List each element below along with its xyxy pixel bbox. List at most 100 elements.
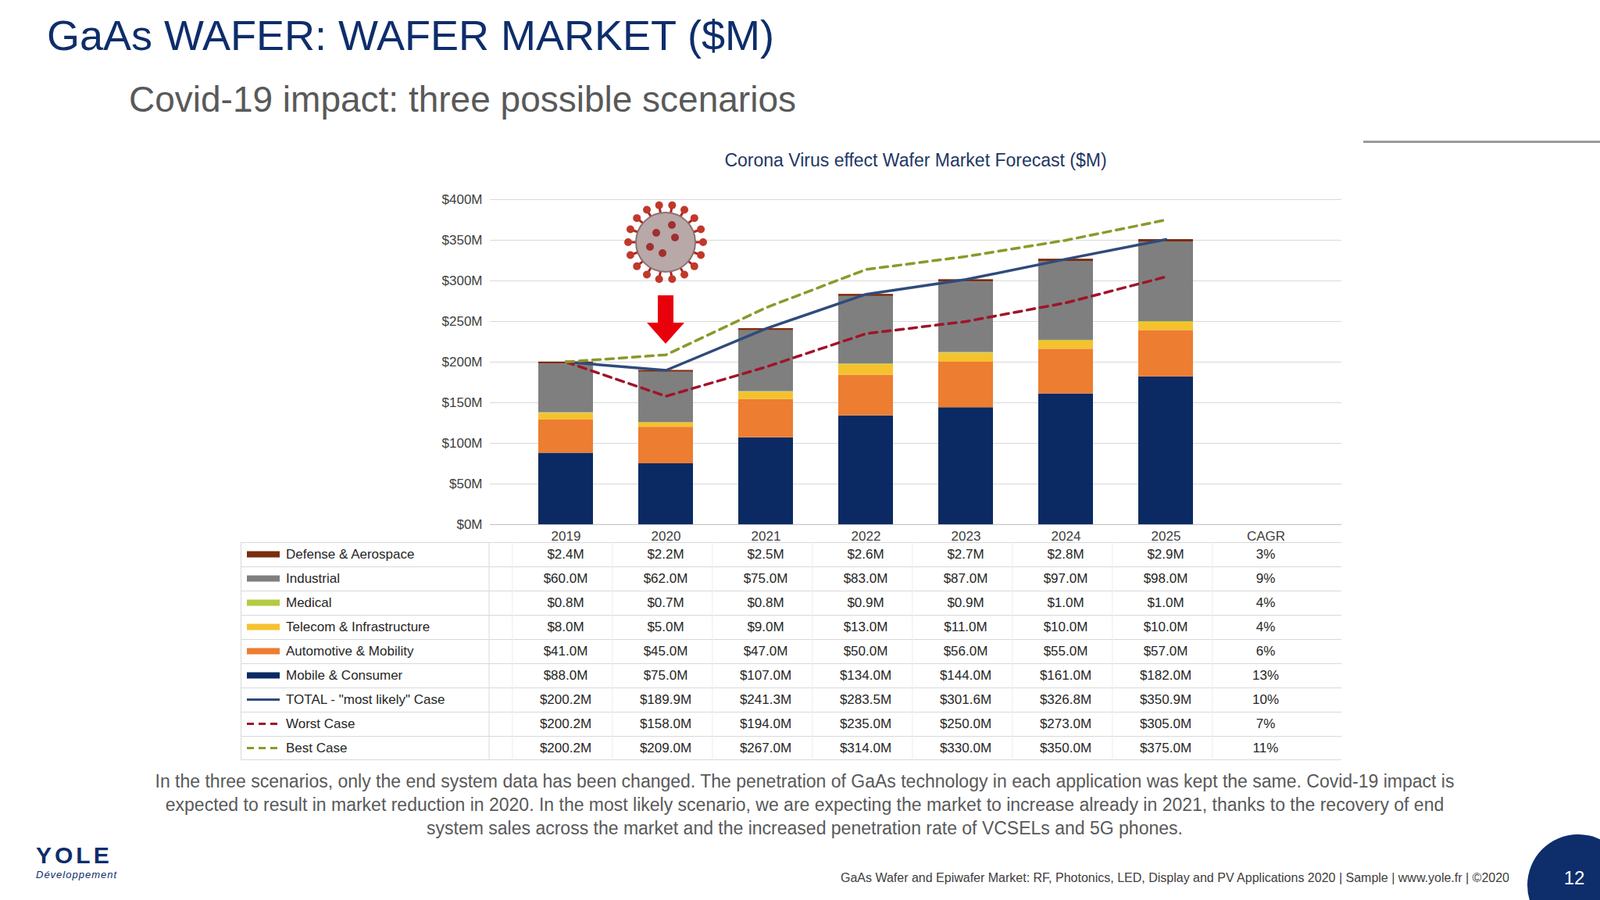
svg-text:$0.9M: $0.9M xyxy=(846,595,884,611)
svg-text:CAGR: CAGR xyxy=(1246,528,1286,544)
svg-text:$55.0M: $55.0M xyxy=(1043,643,1089,659)
svg-text:$88.0M: $88.0M xyxy=(543,667,589,683)
svg-text:$41.0M: $41.0M xyxy=(543,643,589,659)
svg-text:$11.0M: $11.0M xyxy=(943,619,987,635)
svg-text:$150M: $150M xyxy=(442,395,483,411)
svg-text:$330.0M: $330.0M xyxy=(939,740,992,756)
svg-text:$250.0M: $250.0M xyxy=(939,716,992,732)
svg-text:Telecom & Infrastructure: Telecom & Infrastructure xyxy=(285,619,430,635)
svg-text:$273.0M: $273.0M xyxy=(1039,716,1092,732)
svg-text:$60.0M: $60.0M xyxy=(543,571,589,586)
svg-text:$350.9M: $350.9M xyxy=(1139,692,1192,708)
svg-text:6%: 6% xyxy=(1256,643,1276,659)
svg-text:$62.0M: $62.0M xyxy=(643,571,689,586)
svg-text:$194.0M: $194.0M xyxy=(739,716,792,732)
svg-text:2022: 2022 xyxy=(851,528,882,544)
svg-text:$97.0M: $97.0M xyxy=(1043,571,1089,586)
svg-text:4%: 4% xyxy=(1256,595,1276,611)
svg-text:$50.0M: $50.0M xyxy=(843,643,889,659)
svg-text:$2.4M: $2.4M xyxy=(546,546,584,562)
svg-text:$200.2M: $200.2M xyxy=(539,740,592,756)
svg-text:$326.8M: $326.8M xyxy=(1039,692,1092,708)
svg-text:$0.8M: $0.8M xyxy=(546,595,584,611)
svg-text:$0M: $0M xyxy=(456,517,483,533)
html-text:GaAs WAFER: WAFER MARKET ($M): GaAs WAFER: WAFER MARKET ($M) xyxy=(46,11,775,59)
svg-text:$57.0M: $57.0M xyxy=(1143,643,1189,659)
svg-text:2020: 2020 xyxy=(651,528,682,544)
svg-text:$182.0M: $182.0M xyxy=(1139,667,1192,683)
svg-text:$45.0M: $45.0M xyxy=(643,643,689,659)
svg-text:$400M: $400M xyxy=(442,192,483,208)
svg-text:$13.0M: $13.0M xyxy=(843,619,889,635)
svg-text:$209.0M: $209.0M xyxy=(639,740,692,756)
svg-text:$1.0M: $1.0M xyxy=(1046,595,1084,611)
svg-text:2024: 2024 xyxy=(1051,528,1082,544)
svg-text:$10.0M: $10.0M xyxy=(1143,619,1189,635)
svg-text:13%: 13% xyxy=(1252,667,1279,683)
svg-text:$2.2M: $2.2M xyxy=(646,546,684,562)
svg-text:Medical: Medical xyxy=(285,595,333,611)
svg-text:$305.0M: $305.0M xyxy=(1139,716,1192,732)
html-text:In the three scenarios, only t: In the three scenarios, only the end sys… xyxy=(155,771,1455,839)
svg-text:$2.7M: $2.7M xyxy=(946,546,984,562)
svg-text:$107.0M: $107.0M xyxy=(739,667,792,683)
svg-text:$235.0M: $235.0M xyxy=(839,716,892,732)
svg-text:$134.0M: $134.0M xyxy=(839,667,892,683)
svg-text:$75.0M: $75.0M xyxy=(743,571,789,586)
svg-text:$83.0M: $83.0M xyxy=(843,571,889,586)
svg-text:$300M: $300M xyxy=(442,273,483,289)
svg-text:$9.0M: $9.0M xyxy=(746,619,784,635)
svg-text:$200.2M: $200.2M xyxy=(539,716,592,732)
svg-text:10%: 10% xyxy=(1252,692,1279,708)
svg-text:$0.7M: $0.7M xyxy=(646,595,684,611)
svg-text:$2.6M: $2.6M xyxy=(846,546,884,562)
svg-text:3%: 3% xyxy=(1256,546,1276,562)
svg-text:Worst Case: Worst Case xyxy=(285,716,356,732)
svg-text:Industrial: Industrial xyxy=(285,571,340,586)
svg-text:$161.0M: $161.0M xyxy=(1039,667,1092,683)
svg-text:$0.9M: $0.9M xyxy=(946,595,984,611)
svg-text:$47.0M: $47.0M xyxy=(743,643,789,659)
svg-text:$241.3M: $241.3M xyxy=(739,692,792,708)
svg-text:4%: 4% xyxy=(1256,619,1276,635)
svg-text:2019: 2019 xyxy=(551,528,582,544)
svg-text:11%: 11% xyxy=(1253,740,1279,756)
svg-text:Mobile & Consumer: Mobile & Consumer xyxy=(285,667,404,683)
svg-text:$314.0M: $314.0M xyxy=(839,740,892,756)
svg-text:$75.0M: $75.0M xyxy=(643,667,689,683)
svg-text:9%: 9% xyxy=(1256,571,1276,586)
svg-text:$1.0M: $1.0M xyxy=(1146,595,1184,611)
svg-text:$87.0M: $87.0M xyxy=(943,571,989,586)
svg-text:$8.0M: $8.0M xyxy=(546,619,584,635)
svg-text:$350.0M: $350.0M xyxy=(1039,740,1092,756)
svg-text:$5.0M: $5.0M xyxy=(646,619,684,635)
svg-text:2025: 2025 xyxy=(1151,528,1182,544)
svg-text:$0.8M: $0.8M xyxy=(746,595,784,611)
svg-text:$189.9M: $189.9M xyxy=(639,692,692,708)
svg-text:$144.0M: $144.0M xyxy=(939,667,992,683)
svg-text:Automotive & Mobility: Automotive & Mobility xyxy=(285,643,415,659)
svg-text:2021: 2021 xyxy=(751,528,782,544)
svg-text:$50M: $50M xyxy=(449,476,483,492)
svg-text:$2.5M: $2.5M xyxy=(746,546,784,562)
svg-text:$10.0M: $10.0M xyxy=(1043,619,1089,635)
svg-text:$56.0M: $56.0M xyxy=(943,643,989,659)
svg-text:$375.0M: $375.0M xyxy=(1139,740,1192,756)
svg-text:$98.0M: $98.0M xyxy=(1143,571,1189,586)
svg-text:Best Case: Best Case xyxy=(285,740,347,756)
svg-text:7%: 7% xyxy=(1256,716,1276,732)
svg-text:TOTAL - "most likely" Case: TOTAL - "most likely" Case xyxy=(285,692,446,708)
svg-text:$2.8M: $2.8M xyxy=(1046,546,1084,562)
svg-text:$158.0M: $158.0M xyxy=(639,716,692,732)
svg-text:Defense & Aerospace: Defense & Aerospace xyxy=(285,546,415,562)
svg-text:$200.2M: $200.2M xyxy=(539,692,592,708)
svg-text:$100M: $100M xyxy=(442,435,483,451)
svg-text:$2.9M: $2.9M xyxy=(1146,546,1184,562)
svg-text:$200M: $200M xyxy=(442,354,483,370)
svg-text:$283.5M: $283.5M xyxy=(839,692,892,708)
svg-text:$301.6M: $301.6M xyxy=(939,692,992,708)
svg-text:$267.0M: $267.0M xyxy=(739,740,792,756)
svg-text:$350M: $350M xyxy=(442,232,483,248)
svg-text:2023: 2023 xyxy=(951,528,982,544)
svg-text:$250M: $250M xyxy=(442,314,483,329)
